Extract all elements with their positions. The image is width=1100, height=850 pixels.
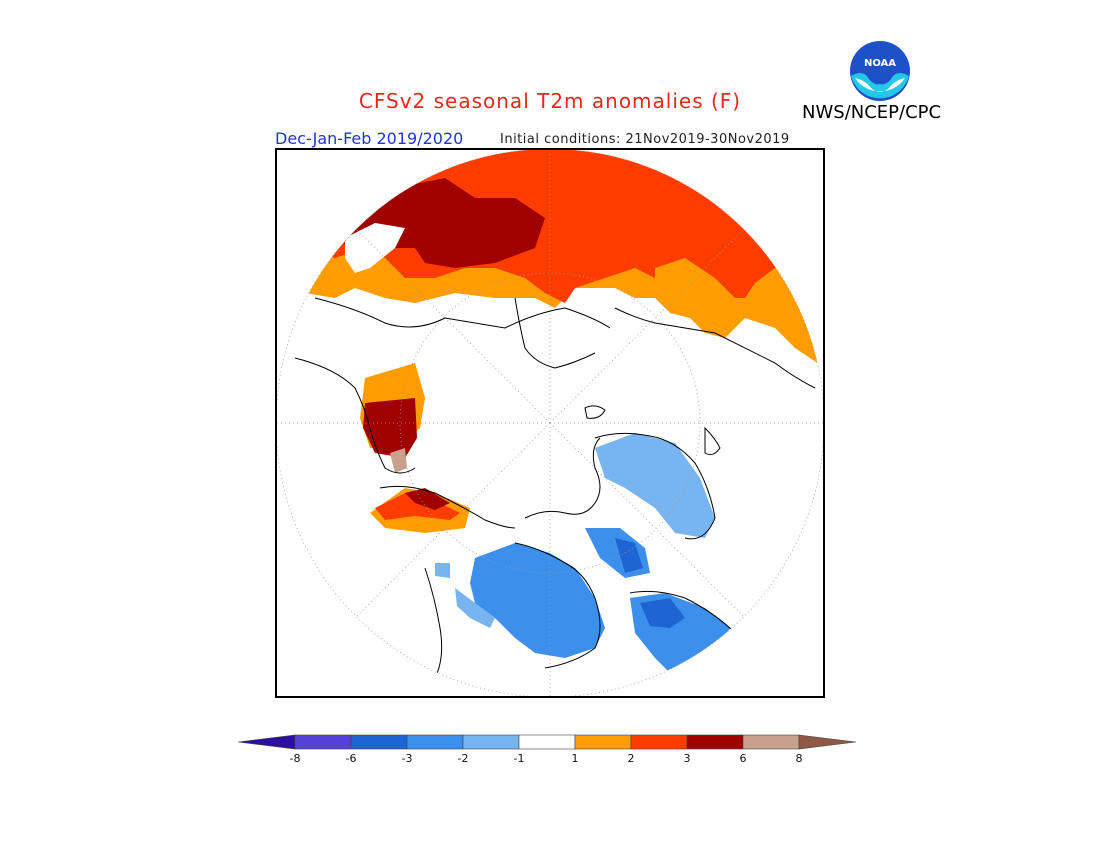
anomaly-warm-greenland-darkred bbox=[363, 398, 417, 458]
map-frame bbox=[275, 148, 825, 698]
anomaly-cold-east-light bbox=[595, 433, 715, 538]
colorbar-cell bbox=[406, 734, 464, 750]
colorbar-arrow-high bbox=[798, 734, 857, 750]
colorbar-cell bbox=[630, 734, 688, 750]
agency-label: NWS/NCEP/CPC bbox=[802, 102, 942, 123]
initial-conditions-label: Initial conditions: 21Nov2019-30Nov2019 bbox=[500, 132, 790, 147]
colorbar-cell bbox=[294, 734, 352, 750]
colorbar-tick-label: 1 bbox=[571, 752, 579, 765]
svg-text:NOAA: NOAA bbox=[864, 58, 896, 69]
anomaly-cold-na-light bbox=[455, 588, 495, 628]
anomaly-cold-hudson-dark bbox=[615, 538, 643, 573]
anomaly-warm-alaska-red bbox=[375, 493, 460, 520]
colorbar-cell bbox=[742, 734, 800, 750]
anomaly-cold-na-mid bbox=[470, 543, 605, 658]
colorbar-tick-label: 6 bbox=[739, 752, 747, 765]
colorbar-cell bbox=[574, 734, 632, 750]
map-title: CFSv2 seasonal T2m anomalies (F) bbox=[358, 89, 742, 113]
colorbar-tick-label: -8 bbox=[289, 752, 301, 765]
colorbar-arrow-low bbox=[238, 734, 296, 750]
anomaly-warm-greenland-brown bbox=[390, 448, 407, 473]
coastlines bbox=[294, 297, 816, 679]
colorbar-cell bbox=[462, 734, 520, 750]
colorbar bbox=[238, 734, 857, 750]
colorbar-cell bbox=[686, 734, 744, 750]
meridians bbox=[276, 149, 824, 697]
colorbar-tick-label: -1 bbox=[513, 752, 525, 765]
anomaly-warm-east-asia-orange bbox=[655, 258, 745, 338]
colorbar-cell bbox=[518, 734, 576, 750]
colorbar-tick-label: -2 bbox=[457, 752, 469, 765]
colorbar-tick-label: -6 bbox=[345, 752, 357, 765]
anomaly-cold-east-canada-dark bbox=[640, 598, 685, 628]
anomaly-cold-small-light bbox=[435, 563, 450, 578]
noaa-logo: NOAA bbox=[850, 41, 910, 101]
latitude-circle-inner bbox=[399, 272, 701, 574]
colorbar-tick-label: 3 bbox=[683, 752, 691, 765]
colorbar-cell bbox=[350, 734, 408, 750]
colorbar-tick-label: 8 bbox=[795, 752, 803, 765]
polar-anomaly-map bbox=[275, 148, 825, 698]
season-label: Dec-Jan-Feb 2019/2020 bbox=[275, 129, 464, 148]
colorbar-tick-label: -3 bbox=[401, 752, 413, 765]
anomaly-warm-alaska-darkred bbox=[405, 488, 450, 510]
anomaly-near-normal-patch bbox=[345, 223, 405, 273]
colorbar-tick-labels: -8 -6 -3 -2 -1 1 2 3 6 8 bbox=[238, 752, 862, 768]
colorbar-tick-label: 2 bbox=[627, 752, 635, 765]
